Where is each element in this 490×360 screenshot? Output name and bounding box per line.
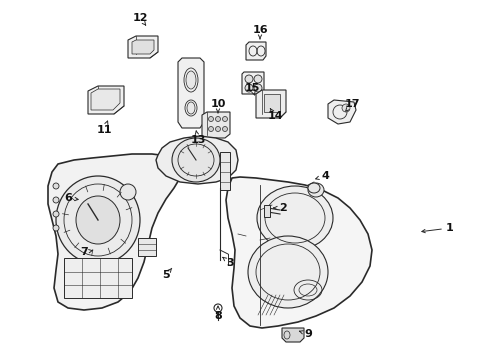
Ellipse shape [222,126,227,131]
Text: 13: 13 [190,135,206,145]
Ellipse shape [308,183,324,197]
Ellipse shape [257,186,333,250]
Ellipse shape [172,138,220,182]
Polygon shape [226,177,372,328]
Polygon shape [132,40,154,54]
Ellipse shape [53,197,59,203]
Text: 10: 10 [210,99,226,109]
Polygon shape [242,72,264,94]
Text: 17: 17 [344,99,360,109]
Ellipse shape [120,184,136,200]
Bar [264,205,270,217]
Polygon shape [178,58,204,128]
Ellipse shape [53,225,59,231]
Text: 15: 15 [245,83,260,93]
Polygon shape [88,86,124,114]
Ellipse shape [76,196,120,244]
Ellipse shape [186,71,196,89]
Text: 7: 7 [80,247,88,257]
Ellipse shape [216,117,220,122]
Text: 5: 5 [162,270,170,280]
Text: 16: 16 [252,25,268,35]
Text: 2: 2 [279,203,287,213]
Ellipse shape [222,117,227,122]
Ellipse shape [342,104,350,112]
Text: 9: 9 [304,329,312,339]
Ellipse shape [53,211,59,217]
Bar [138,238,156,256]
Ellipse shape [245,84,253,92]
Text: 1: 1 [446,223,454,233]
Ellipse shape [254,75,262,83]
Polygon shape [246,42,266,60]
Polygon shape [328,100,356,124]
Text: 12: 12 [132,13,148,23]
Ellipse shape [248,236,328,308]
Polygon shape [128,36,158,58]
Text: 11: 11 [96,125,112,135]
Polygon shape [202,112,230,138]
Ellipse shape [216,126,220,131]
Ellipse shape [53,183,59,189]
Text: 14: 14 [267,111,283,121]
Ellipse shape [254,84,262,92]
Ellipse shape [308,183,320,193]
Text: 8: 8 [214,311,222,321]
Bar [64,258,132,298]
Polygon shape [156,136,238,184]
Text: 6: 6 [64,193,72,203]
Ellipse shape [209,117,214,122]
Polygon shape [256,90,286,118]
Polygon shape [91,89,120,110]
Ellipse shape [245,75,253,83]
Bar [264,94,280,112]
Ellipse shape [187,102,195,114]
Ellipse shape [209,126,214,131]
Polygon shape [48,154,182,310]
Bar [220,152,230,190]
Text: 4: 4 [321,171,329,181]
Text: 3: 3 [226,258,234,268]
Ellipse shape [56,176,140,264]
Polygon shape [282,328,304,342]
